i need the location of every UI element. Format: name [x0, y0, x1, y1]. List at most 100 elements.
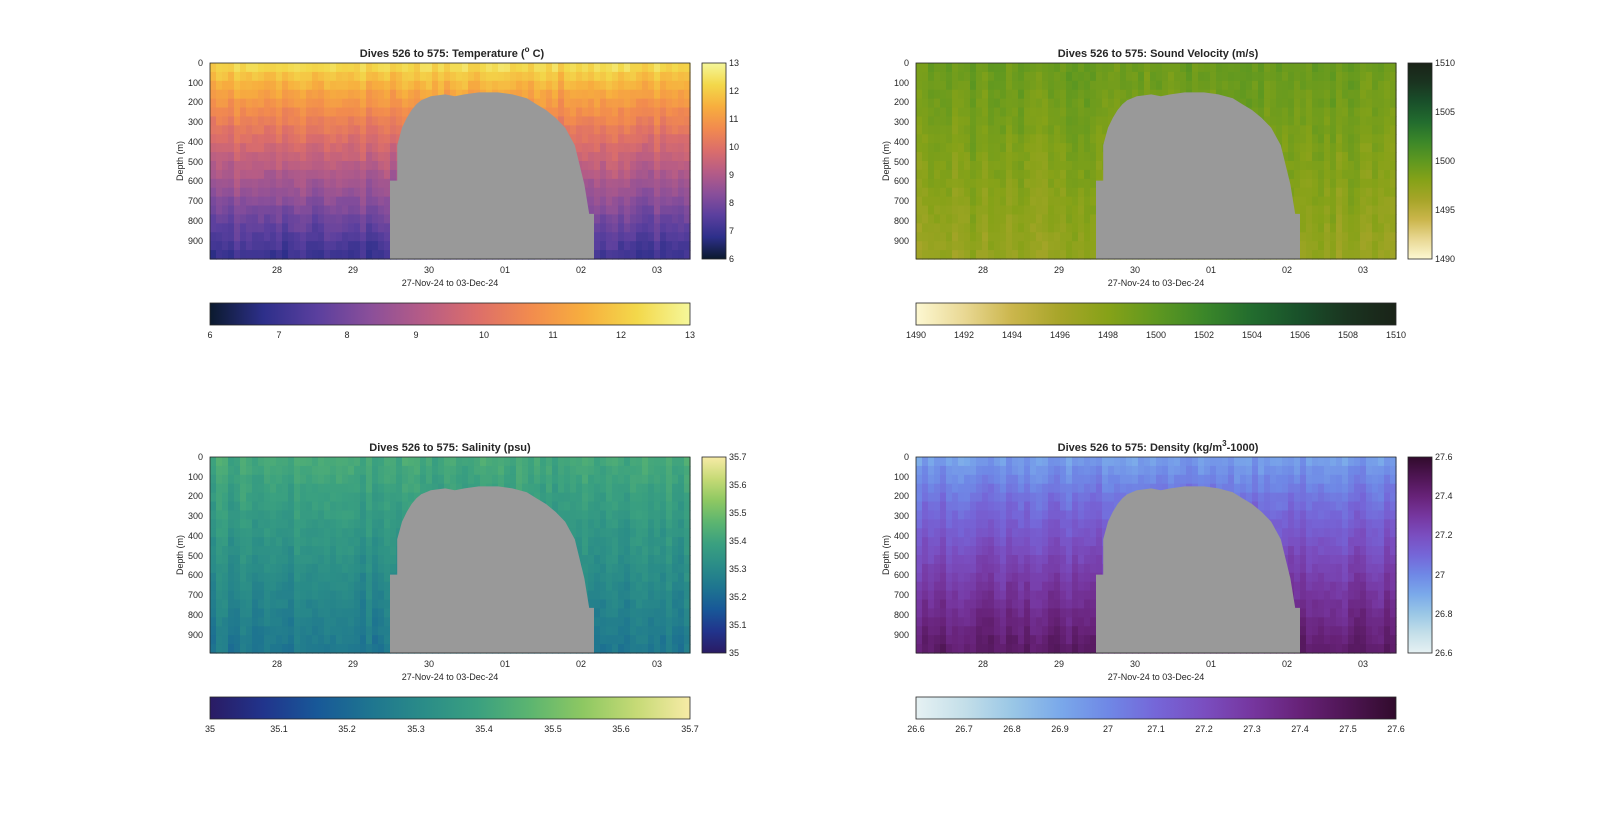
- heatmap-cell: [1036, 205, 1043, 216]
- heatmap-cell: [228, 223, 235, 233]
- heatmap-cell: [324, 169, 331, 180]
- colorbar-gradient: [701, 62, 727, 260]
- x-axis-label: 27-Nov-24 to 03-Dec-24: [402, 278, 499, 288]
- heatmap-cell: [546, 492, 553, 503]
- heatmap-cell: [678, 205, 685, 216]
- heatmap-cell: [264, 555, 271, 565]
- heatmap-cell: [1042, 250, 1049, 260]
- heatmap-cell: [1018, 178, 1025, 189]
- heatmap-cell: [624, 178, 631, 189]
- heatmap-cell: [252, 80, 259, 91]
- heatmap-cell: [1258, 71, 1265, 82]
- heatmap-cell: [348, 626, 355, 636]
- heatmap-cell: [630, 187, 637, 198]
- heatmap-cell: [660, 134, 667, 144]
- heatmap-cell: [964, 214, 971, 224]
- heatmap-cell: [228, 563, 235, 574]
- chart-title: Dives 526 to 575: Sound Velocity (m/s): [1058, 48, 1259, 60]
- colorbar-gradient: [209, 302, 691, 326]
- heatmap-cell: [1330, 89, 1337, 100]
- heatmap-cell: [222, 107, 229, 118]
- heatmap-cell: [390, 63, 397, 73]
- heatmap-cell: [1048, 63, 1055, 73]
- heatmap-cell: [1186, 71, 1193, 82]
- heatmap-cell: [546, 80, 553, 91]
- heatmap-cell: [366, 152, 373, 162]
- heatmap-cell: [354, 626, 361, 636]
- heatmap-cell: [228, 617, 235, 627]
- heatmap-cell: [240, 214, 247, 224]
- heatmap-cell: [252, 143, 259, 153]
- heatmap-cell: [1060, 241, 1067, 251]
- heatmap-cell: [324, 483, 331, 494]
- heatmap-cell: [1066, 187, 1073, 198]
- heatmap-cell: [246, 546, 253, 556]
- heatmap-cell: [366, 590, 373, 601]
- heatmap-cell: [294, 599, 301, 610]
- heatmap-cell: [1312, 169, 1319, 180]
- heatmap-cell: [1306, 169, 1313, 180]
- heatmap-cell: [654, 187, 661, 198]
- heatmap-cell: [1264, 107, 1271, 118]
- heatmap-cell: [964, 116, 971, 126]
- heatmap-cell: [1312, 71, 1319, 82]
- heatmap-cell: [366, 626, 373, 636]
- heatmap-cell: [636, 214, 643, 224]
- heatmap-cell: [1108, 107, 1115, 118]
- heatmap-cell: [294, 125, 301, 135]
- heatmap-cell: [342, 465, 349, 476]
- heatmap-cell: [534, 474, 541, 485]
- heatmap-cell: [1024, 223, 1031, 233]
- heatmap-cell: [246, 178, 253, 189]
- heatmap-cell: [330, 63, 337, 73]
- heatmap-cell: [666, 107, 673, 118]
- heatmap-cell: [1030, 143, 1037, 153]
- heatmap-cell: [252, 644, 259, 654]
- heatmap-cell: [342, 98, 349, 109]
- heatmap-cell: [1228, 71, 1235, 82]
- heatmap-cell: [1072, 125, 1079, 135]
- heatmap-cell: [336, 501, 343, 512]
- heatmap-cell: [570, 89, 577, 100]
- heatmap-cell: [1300, 223, 1307, 233]
- heatmap-cell: [294, 617, 301, 627]
- heatmap-cell: [1276, 80, 1283, 91]
- heatmap-cell: [1054, 134, 1061, 144]
- heatmap-cell: [606, 89, 613, 100]
- heatmap-cell: [958, 205, 965, 216]
- heatmap-cell: [1318, 178, 1325, 189]
- heatmap-cell: [958, 107, 965, 118]
- heatmap-cell: [216, 63, 223, 73]
- heatmap-cell: [366, 617, 373, 627]
- heatmap-cell: [940, 187, 947, 198]
- heatmap-cell: [216, 563, 223, 574]
- heatmap-cell: [252, 457, 259, 467]
- heatmap-cell: [934, 232, 941, 242]
- heatmap-cell: [934, 89, 941, 100]
- heatmap-cell: [1150, 89, 1157, 100]
- heatmap-cell: [606, 98, 613, 109]
- heatmap-cell: [228, 528, 235, 538]
- heatmap-cell: [1090, 143, 1097, 153]
- heatmap-cell: [252, 187, 259, 198]
- y-tick-label: 700: [894, 196, 909, 206]
- heatmap-cell: [1390, 63, 1397, 73]
- heatmap-cell: [934, 63, 941, 73]
- heatmap-cell: [324, 63, 331, 73]
- heatmap-cell: [964, 196, 971, 207]
- heatmap-cell: [360, 152, 367, 162]
- heatmap-cell: [378, 617, 385, 627]
- heatmap-cell: [276, 457, 283, 467]
- heatmap-cell: [970, 161, 977, 171]
- heatmap-cell: [1066, 161, 1073, 171]
- heatmap-cell: [300, 187, 307, 198]
- heatmap-cell: [300, 116, 307, 126]
- heatmap-cell: [312, 205, 319, 216]
- heatmap-cell: [1054, 143, 1061, 153]
- heatmap-cell: [1312, 250, 1319, 260]
- heatmap-cell: [636, 116, 643, 126]
- heatmap-cell: [234, 125, 241, 135]
- heatmap-cell: [312, 457, 319, 467]
- heatmap-cell: [1030, 80, 1037, 91]
- heatmap-cell: [1210, 71, 1217, 82]
